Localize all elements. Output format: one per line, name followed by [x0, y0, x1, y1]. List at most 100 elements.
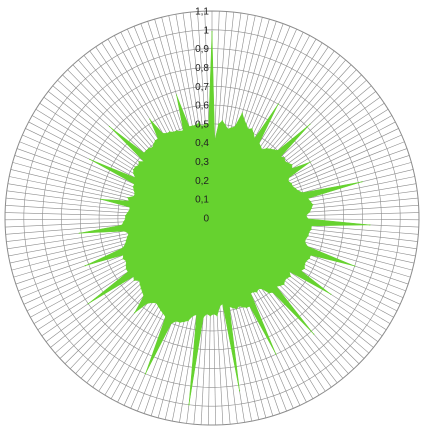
tick-label: 1: [203, 25, 209, 36]
tick-label: 0,1: [195, 195, 209, 206]
radar-series-layer: [78, 31, 371, 406]
data-point: [272, 291, 274, 293]
data-point: [197, 122, 200, 124]
data-point: [234, 126, 236, 128]
data-point: [275, 285, 278, 288]
data-point: [227, 128, 229, 130]
data-point: [354, 265, 356, 267]
data-point: [309, 211, 311, 213]
data-point: [206, 313, 208, 315]
data-point: [157, 305, 160, 308]
data-point: [306, 245, 309, 248]
data-point: [291, 185, 294, 187]
data-point: [143, 152, 145, 154]
data-point: [208, 123, 210, 125]
data-point: [218, 123, 220, 125]
data-point: [291, 167, 293, 170]
data-point: [303, 267, 306, 270]
data-point: [369, 224, 371, 226]
data-point: [228, 306, 230, 308]
data-point: [123, 230, 126, 232]
grid-ring: [23, 29, 401, 407]
data-point: [144, 373, 147, 375]
data-point: [201, 125, 203, 127]
data-point: [214, 140, 216, 142]
data-point: [275, 353, 277, 355]
data-point: [230, 127, 232, 129]
data-point: [313, 333, 315, 335]
data-point: [175, 94, 178, 96]
data-point: [192, 315, 194, 317]
data-point: [133, 189, 135, 191]
data-point: [124, 218, 127, 220]
data-point: [126, 236, 129, 238]
data-point: [266, 147, 268, 150]
data-point: [162, 132, 164, 134]
tick-label: 0,4: [195, 138, 209, 149]
data-point: [213, 313, 215, 315]
data-point: [309, 123, 311, 125]
data-point: [155, 302, 157, 304]
data-point: [307, 197, 309, 199]
data-point: [242, 306, 244, 308]
data-point: [123, 221, 125, 223]
data-point: [157, 138, 159, 140]
data-point: [254, 137, 256, 139]
data-point: [238, 390, 241, 392]
data-point: [84, 265, 86, 267]
grid-ring: [61, 67, 363, 369]
data-point: [312, 204, 314, 206]
data-point: [143, 295, 145, 297]
data-point: [188, 404, 190, 406]
data-point: [138, 161, 140, 163]
data-point: [291, 164, 293, 166]
data-point: [261, 288, 263, 290]
data-point: [124, 215, 127, 217]
tick-label: 0,6: [195, 101, 209, 112]
data-point: [121, 224, 123, 226]
data-point: [125, 260, 127, 262]
data-point: [175, 320, 177, 322]
data-point: [127, 197, 129, 199]
data-point: [134, 166, 136, 168]
data-point: [252, 132, 255, 135]
data-point: [258, 142, 260, 144]
series-area: [79, 31, 370, 405]
data-point: [134, 192, 136, 195]
data-point: [305, 214, 307, 217]
data-point: [252, 291, 254, 293]
data-point: [238, 305, 240, 307]
data-point: [305, 238, 307, 240]
grid-ring: [4, 10, 420, 426]
data-point: [78, 232, 80, 234]
data-point: [153, 143, 155, 145]
data-point: [89, 158, 91, 160]
data-point: [175, 130, 178, 132]
data-point: [290, 182, 292, 184]
data-point: [279, 284, 281, 287]
data-point: [302, 192, 304, 194]
data-point: [297, 190, 299, 192]
data-point: [284, 161, 286, 163]
data-point: [138, 280, 140, 282]
data-point: [307, 218, 309, 220]
data-point: [87, 303, 89, 305]
data-point: [286, 277, 288, 279]
data-point: [128, 232, 130, 235]
data-point: [140, 287, 142, 289]
data-point: [148, 147, 150, 149]
data-point: [134, 312, 136, 314]
data-point: [134, 177, 136, 179]
data-point: [361, 181, 363, 183]
data-point: [188, 126, 190, 128]
data-point: [132, 186, 134, 188]
data-point: [122, 254, 125, 256]
data-point: [287, 180, 289, 182]
data-point: [141, 291, 143, 293]
data-point: [151, 301, 153, 304]
data-point: [224, 124, 226, 126]
data-point: [260, 145, 262, 147]
data-point: [268, 292, 270, 294]
